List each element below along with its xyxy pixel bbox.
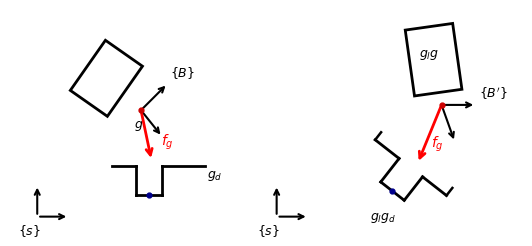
Text: $g_l g$: $g_l g$ [419, 48, 439, 62]
Text: $g_l g_d$: $g_l g_d$ [370, 211, 396, 225]
Text: $g$: $g$ [134, 119, 143, 133]
Text: $\{s\}$: $\{s\}$ [18, 223, 41, 239]
Text: $\{s\}$: $\{s\}$ [257, 223, 280, 239]
Text: $f_g$: $f_g$ [431, 135, 444, 154]
Text: $\{B\}$: $\{B\}$ [170, 65, 195, 81]
Text: $g_d$: $g_d$ [207, 169, 223, 183]
Text: $f_g$: $f_g$ [161, 133, 174, 152]
Text: $\{B'\}$: $\{B'\}$ [479, 86, 508, 102]
